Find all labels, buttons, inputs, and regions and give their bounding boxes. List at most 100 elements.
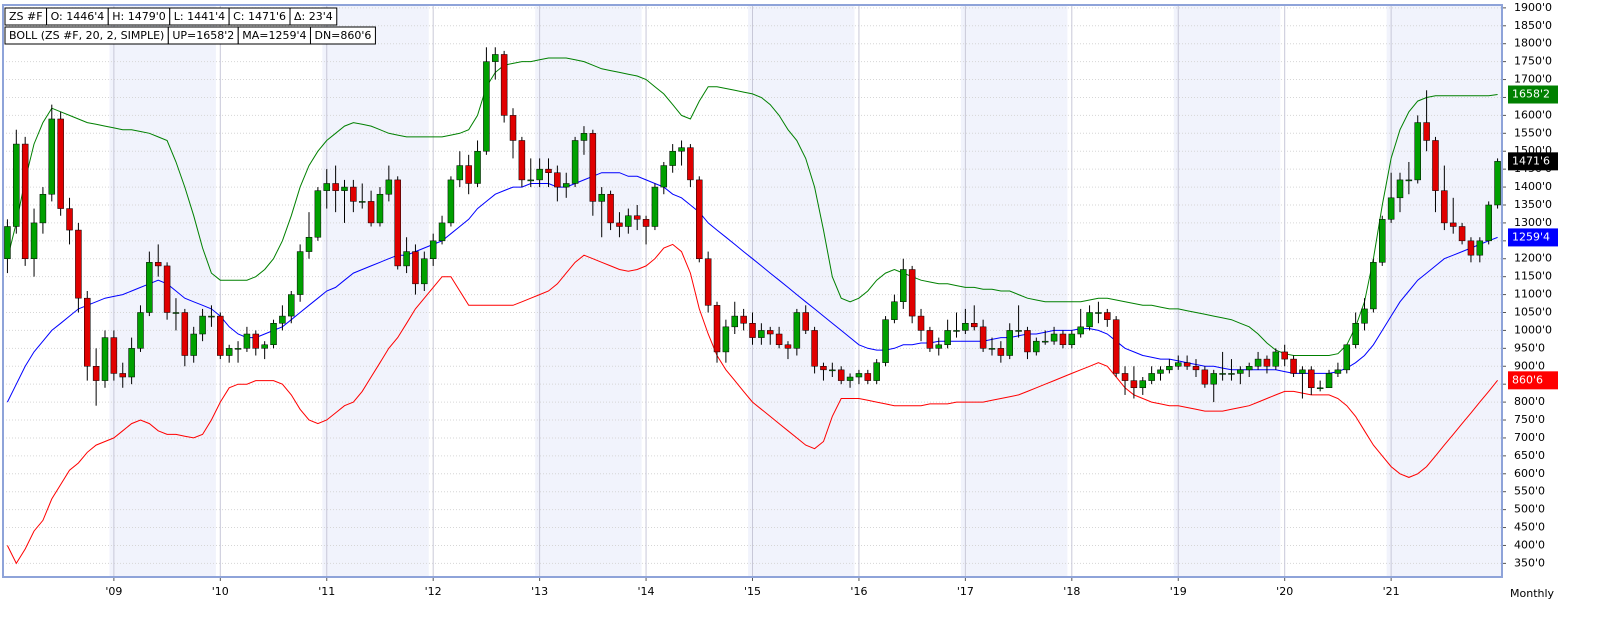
- candle-body: [279, 315, 286, 324]
- candle-body: [217, 315, 224, 356]
- x-tick-label: '11: [318, 585, 335, 598]
- candle-body: [1166, 366, 1173, 371]
- candle-body: [1290, 358, 1297, 374]
- candle-body: [962, 323, 969, 331]
- candle-body: [110, 337, 118, 374]
- y-tick-label: 800'0: [1514, 395, 1545, 408]
- candle-body: [1245, 366, 1253, 371]
- year-shade: [1386, 5, 1502, 577]
- x-tick-label: '14: [638, 585, 655, 598]
- candle-body: [119, 373, 126, 378]
- candle-body: [855, 373, 863, 378]
- candle-body: [199, 315, 206, 335]
- candle-body: [1130, 380, 1138, 389]
- candle-body: [1112, 319, 1120, 374]
- candle-body: [1467, 240, 1475, 256]
- candle-body: [421, 258, 428, 285]
- candle-body: [829, 369, 836, 372]
- x-tick-label: '19: [1170, 585, 1187, 598]
- candle-body: [1432, 140, 1439, 191]
- x-tick-label: '16: [850, 585, 867, 598]
- x-tick-label: '20: [1276, 585, 1293, 598]
- candle-body: [704, 258, 712, 306]
- candle-body: [935, 344, 943, 349]
- year-shade: [1173, 5, 1281, 577]
- candle-body: [1157, 369, 1164, 374]
- y-tick-label: 1400'0: [1514, 180, 1552, 193]
- candle-body: [1441, 190, 1448, 224]
- candle-body: [146, 262, 153, 313]
- y-tick-label: 500'0: [1514, 503, 1545, 516]
- candle-body: [713, 305, 721, 353]
- candle-body: [1183, 362, 1191, 367]
- y-tick-label: 450'0: [1514, 521, 1545, 534]
- candle-body: [66, 208, 73, 231]
- y-tick-label: 400'0: [1514, 538, 1545, 551]
- candle-body: [766, 330, 774, 335]
- y-tick-label: 1150'0: [1514, 270, 1552, 283]
- candle-body: [1015, 330, 1022, 332]
- y-tick-label: 1350'0: [1514, 198, 1552, 211]
- year-shade: [535, 5, 642, 577]
- candle-body: [1370, 262, 1377, 310]
- candle-body: [128, 348, 135, 378]
- candle-body: [1405, 179, 1413, 182]
- candle-body: [1343, 344, 1351, 371]
- y-tick-label: 1850'0: [1514, 19, 1552, 32]
- candle-body: [1050, 333, 1058, 342]
- candle-body: [412, 251, 419, 285]
- candle-body: [882, 319, 889, 363]
- candle-body: [979, 326, 987, 349]
- candle-body: [500, 54, 508, 116]
- candle-body: [1095, 312, 1102, 314]
- period-label: Monthly: [1510, 587, 1555, 600]
- candle-body: [811, 330, 818, 367]
- y-tick-label: 550'0: [1514, 485, 1545, 498]
- candle-body: [775, 333, 783, 346]
- candle-body: [1449, 222, 1457, 227]
- candle-body: [891, 301, 898, 320]
- price-tag-label: 1471'6: [1512, 154, 1550, 167]
- candle-body: [1316, 387, 1324, 390]
- candle-body: [39, 193, 47, 224]
- header-box: [289, 7, 338, 26]
- candle-body: [536, 168, 543, 181]
- candle-body: [208, 315, 215, 318]
- candle-body: [92, 366, 100, 381]
- candle-body: [1281, 351, 1288, 360]
- candle-body: [367, 201, 375, 224]
- header-text: L: 1441'4: [174, 10, 225, 23]
- candle-body: [314, 190, 322, 238]
- x-tick-label: '17: [957, 585, 974, 598]
- y-tick-label: 1800'0: [1514, 37, 1552, 50]
- candle-body: [403, 251, 410, 267]
- candle-body: [997, 348, 1005, 356]
- candle-body: [625, 215, 632, 227]
- candle-body: [492, 54, 499, 62]
- candle-body: [474, 150, 481, 184]
- candle-body: [1237, 369, 1244, 374]
- candle-body: [642, 219, 650, 227]
- candle-body: [864, 373, 872, 381]
- y-tick-label: 600'0: [1514, 467, 1545, 480]
- candle-body: [1201, 369, 1209, 385]
- candle-body: [429, 240, 437, 259]
- candle-body: [509, 115, 517, 141]
- candle-body: [758, 330, 765, 338]
- header-text: Δ: 23'4: [294, 10, 333, 23]
- candle-body: [793, 312, 801, 349]
- candle-body: [225, 348, 233, 356]
- candle-body: [1104, 312, 1111, 320]
- candle-body: [970, 323, 978, 328]
- candle-body: [562, 183, 570, 188]
- candle-body: [1476, 240, 1484, 256]
- candle-body: [988, 348, 996, 350]
- year-shade: [109, 5, 216, 577]
- x-tick-label: '10: [212, 585, 229, 598]
- y-tick-label: 1550'0: [1514, 126, 1552, 139]
- candle-body: [1228, 373, 1235, 375]
- candle-body: [696, 179, 703, 259]
- header-text: C: 1471'6: [233, 10, 286, 23]
- y-tick-label: 1100'0: [1514, 288, 1552, 301]
